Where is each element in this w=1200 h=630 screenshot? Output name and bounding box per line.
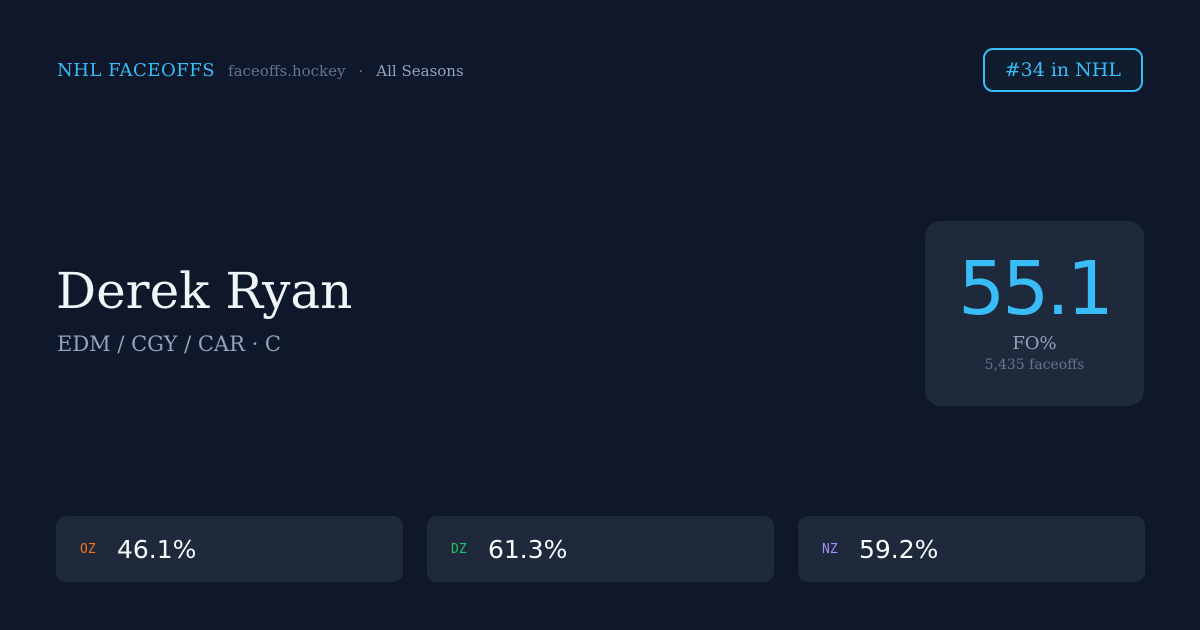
fo-percentage: 55.1 [958,246,1114,332]
zone-value: 59.2% [859,534,939,564]
zone-value: 46.1% [117,534,197,564]
header: NHL FACEOFFS faceoffs.hockey · All Seaso… [57,60,464,81]
site-url: faceoffs.hockey [228,62,346,80]
faceoff-count: 5,435 faceoffs [984,357,1085,373]
player-teams: EDM / CGY / CAR · C [57,332,281,356]
fo-label: FO% [1012,333,1057,354]
zone-stats: OZ 46.1% DZ 61.3% NZ 59.2% [56,516,1145,582]
brand-logo[interactable]: NHL FACEOFFS [57,60,216,81]
rank-badge: #34 in NHL [982,48,1143,92]
zone-label: OZ [80,541,96,557]
zone-label: DZ [451,541,467,557]
zone-value: 61.3% [488,534,568,564]
zone-card-oz: OZ 46.1% [56,516,403,582]
season-label: All Seasons [376,62,464,80]
zone-label: NZ [822,541,838,557]
fo-summary-card: 55.1 FO% 5,435 faceoffs [925,221,1144,406]
player-name: Derek Ryan [56,262,353,320]
separator: · [358,62,364,80]
zone-card-dz: DZ 61.3% [427,516,774,582]
zone-card-nz: NZ 59.2% [798,516,1145,582]
